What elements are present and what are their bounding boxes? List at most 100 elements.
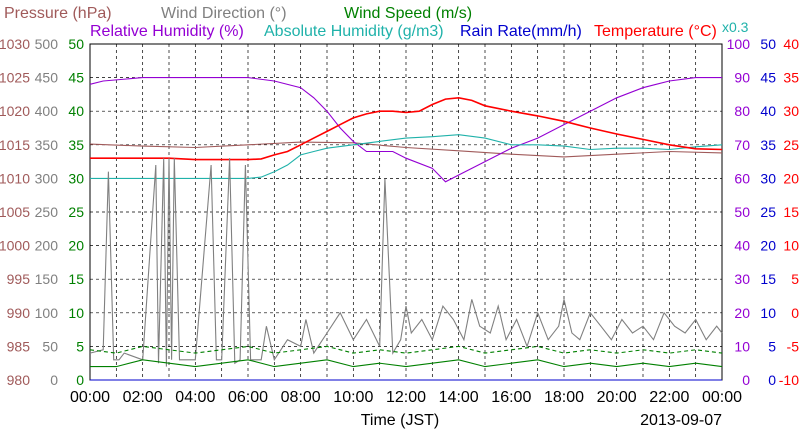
rain_rate-tick-label: 15	[760, 271, 776, 287]
wind_speed-tick-label: 45	[68, 70, 84, 86]
x-tick-label: 12:00	[386, 389, 426, 406]
x-tick-label: 18:00	[544, 389, 584, 406]
x-tick-label: 08:00	[281, 389, 321, 406]
pressure-tick-label: 1025	[0, 70, 30, 86]
wind_speed-tick-label: 10	[68, 305, 84, 321]
rain_rate-tick-label: 45	[760, 70, 776, 86]
relative_humidity-tick-label: 30	[734, 271, 750, 287]
relative_humidity-tick-label: 10	[734, 338, 750, 354]
temperature-tick-label: 15	[783, 204, 799, 220]
relative_humidity-tick-label: 70	[734, 137, 750, 153]
pressure-tick-label: 985	[7, 338, 31, 354]
pressure-tick-label: 995	[7, 271, 31, 287]
wind_direction-tick-label: 50	[42, 338, 58, 354]
series-relative-humidity	[89, 77, 722, 183]
x-tick-label: 00:00	[702, 389, 742, 406]
pressure-tick-label: 980	[7, 372, 31, 388]
wind_direction-tick-label: 200	[35, 238, 59, 254]
temperature-tick-label: 25	[783, 137, 799, 153]
wind_direction-tick-label: 350	[35, 137, 59, 153]
wind_direction-tick-label: 450	[35, 70, 59, 86]
x-tick-label: 14:00	[439, 389, 479, 406]
legend-entry: Absolute Humidity (g/m3)	[264, 23, 444, 40]
temperature-tick-label: 35	[783, 70, 799, 86]
pressure-tick-label: 1005	[0, 204, 30, 220]
legend-entry: Wind Direction (°)	[161, 5, 287, 22]
x-axis-label: Time (JST)	[361, 412, 440, 429]
wind_speed-tick-label: 5	[76, 338, 84, 354]
grid	[89, 43, 723, 381]
wind_speed-tick-label: 40	[68, 103, 84, 119]
relative_humidity-tick-label: 0	[742, 372, 750, 388]
wind_direction-tick-label: 0	[50, 372, 58, 388]
rain_rate-tick-label: 40	[760, 103, 776, 119]
pressure-tick-label: 990	[7, 305, 31, 321]
series-wind-direction	[89, 158, 723, 367]
axes: 00:00 02:00 04:00 06:00 08:00 10:00 12:00 14:00…	[0, 36, 799, 406]
pressure-tick-label: 1000	[0, 238, 30, 254]
rain_rate-tick-label: 20	[760, 238, 776, 254]
relative_humidity-tick-label: 90	[734, 70, 750, 86]
series	[89, 77, 723, 381]
legend-entry: Wind Speed (m/s)	[344, 5, 472, 22]
temperature-tick-label: 5	[791, 271, 799, 287]
legend-entry: x0.3	[722, 19, 749, 35]
temperature-tick-label: 10	[783, 238, 799, 254]
series-wind-speed-max-m-s	[89, 345, 723, 354]
x-tick-label: 06:00	[228, 389, 268, 406]
relative_humidity-tick-label: 60	[734, 170, 750, 186]
relative_humidity-tick-label: 100	[727, 36, 751, 52]
relative_humidity-tick-label: 50	[734, 204, 750, 220]
x-tick-label: 02:00	[123, 389, 163, 406]
x-tick-label: 10:00	[333, 389, 373, 406]
series-pressure-hpa	[89, 141, 723, 158]
rain_rate-tick-label: 50	[760, 36, 776, 52]
series-temperature-c	[90, 96, 723, 161]
pressure-tick-label: 1015	[0, 137, 30, 153]
wind_speed-tick-label: 20	[68, 238, 84, 254]
rain_rate-tick-label: 0	[768, 372, 776, 388]
date-label: 2013-09-07	[640, 412, 722, 429]
wind_speed-tick-label: 15	[68, 271, 84, 287]
rain_rate-tick-label: 30	[760, 170, 776, 186]
wind_speed-tick-label: 50	[68, 36, 84, 52]
legend-entry: Rain Rate(mm/h)	[460, 23, 582, 40]
series-wind-speed-m-s	[90, 359, 723, 368]
x-tick-label: 16:00	[491, 389, 531, 406]
temperature-tick-label: 30	[783, 103, 799, 119]
legend-entry: Temperature (°C)	[594, 23, 717, 40]
x-tick-label: 04:00	[175, 389, 215, 406]
wind_direction-tick-label: 300	[35, 170, 59, 186]
relative_humidity-tick-label: 20	[734, 305, 750, 321]
relative_humidity-tick-label: 40	[734, 238, 750, 254]
wind_direction-tick-label: 400	[35, 103, 59, 119]
temperature-tick-label: 40	[783, 36, 799, 52]
legend-entry: Relative Humidity (%)	[90, 23, 244, 40]
wind_direction-tick-label: 250	[35, 204, 59, 220]
rain_rate-tick-label: 10	[760, 305, 776, 321]
temperature-tick-label: 20	[783, 170, 799, 186]
pressure-tick-label: 1010	[0, 170, 30, 186]
legend: Pressure (hPa) Wind Direction (°) Wind Spe…	[4, 5, 749, 40]
x-tick-label: 20:00	[597, 389, 637, 406]
wind_speed-tick-label: 30	[68, 170, 84, 186]
wind_speed-tick-label: 0	[76, 372, 84, 388]
wind_speed-tick-label: 25	[68, 204, 84, 220]
pressure-tick-label: 1030	[0, 36, 30, 52]
x-tick-label: 22:00	[649, 389, 689, 406]
rain_rate-tick-label: 35	[760, 137, 776, 153]
temperature-tick-label: 0	[791, 305, 799, 321]
relative_humidity-tick-label: 80	[734, 103, 750, 119]
wind_direction-tick-label: 500	[35, 36, 59, 52]
pressure-tick-label: 1020	[0, 103, 30, 119]
temperature-tick-label: -5	[787, 338, 800, 354]
wind_direction-tick-label: 150	[35, 271, 59, 287]
rain_rate-tick-label: 25	[760, 204, 776, 220]
x-tick-label: 00:00	[70, 389, 110, 406]
series-absolute-humidity-g-m3	[90, 134, 723, 179]
wind_speed-tick-label: 35	[68, 137, 84, 153]
temperature-tick-label: -10	[779, 372, 799, 388]
wind_direction-tick-label: 100	[35, 305, 59, 321]
legend-entry: Pressure (hPa)	[4, 5, 112, 22]
